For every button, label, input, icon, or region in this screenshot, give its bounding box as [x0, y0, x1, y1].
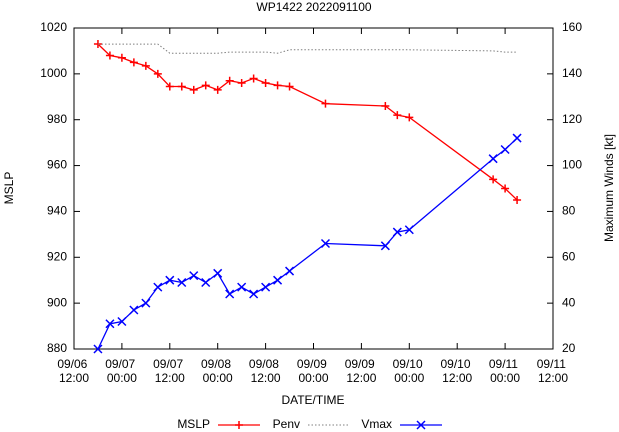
point-marker — [380, 241, 390, 251]
y-tick-label: 1000 — [40, 66, 67, 80]
y2-tick-label: 40 — [562, 295, 576, 309]
x-tick-label: 09/08 12:00 — [249, 357, 282, 385]
y-axis-label: MSLP — [2, 172, 16, 205]
x-tick-label: 09/07 00:00 — [105, 357, 138, 385]
point-marker — [261, 282, 271, 292]
series-line — [98, 43, 518, 54]
point-marker — [93, 344, 103, 354]
plot-frame — [73, 27, 554, 350]
point-marker — [501, 184, 510, 193]
point-marker — [129, 305, 139, 315]
y2-tick-label: 160 — [562, 20, 582, 34]
y2-tick-label: 120 — [562, 112, 582, 126]
point-marker — [213, 85, 222, 94]
x-tick-label: 09/11 00:00 — [489, 357, 521, 385]
y2-axis-label: Maximum Winds [kt] — [602, 134, 616, 242]
legend-label: MSLP — [177, 417, 210, 431]
x-axis-label: DATE/TIME — [281, 393, 344, 407]
point-marker — [249, 74, 258, 83]
point-marker — [165, 82, 174, 91]
x-tick-label: 09/07 12:00 — [153, 357, 186, 385]
x-tick-label: 09/09 12:00 — [345, 357, 378, 385]
point-marker — [381, 101, 390, 110]
point-marker — [189, 85, 198, 94]
point-marker — [141, 61, 150, 70]
legend-entry: Penv — [273, 417, 350, 431]
point-marker — [237, 79, 246, 88]
y2-tick-label: 60 — [562, 249, 576, 263]
point-marker — [189, 271, 199, 281]
point-marker — [153, 282, 163, 292]
point-marker — [117, 316, 127, 327]
legend-marker — [416, 420, 426, 430]
point-marker — [320, 238, 331, 249]
legend-label: Penv — [273, 417, 300, 431]
x-tick-label: 09/11 12:00 — [537, 357, 569, 385]
point-marker — [177, 82, 186, 91]
point-marker — [404, 225, 414, 235]
y-tick-label: 900 — [47, 295, 67, 309]
point-marker — [513, 195, 522, 204]
legend-marker — [235, 421, 243, 429]
x-tick-label: 09/06 12:00 — [57, 357, 90, 385]
point-marker — [225, 76, 234, 85]
point-marker — [393, 111, 402, 120]
point-marker — [321, 99, 330, 108]
point-marker — [105, 319, 115, 329]
point-marker — [273, 275, 283, 285]
y-tick-label: 940 — [47, 204, 67, 218]
point-marker — [213, 268, 223, 278]
y-tick-label: 980 — [47, 112, 67, 126]
point-marker — [129, 58, 138, 67]
point-marker — [105, 51, 114, 60]
y2-tick-label: 140 — [562, 66, 582, 80]
point-marker — [153, 69, 162, 78]
series-line — [97, 137, 518, 350]
point-marker — [405, 113, 414, 122]
point-marker — [285, 266, 295, 276]
x-tick-label: 09/10 12:00 — [441, 357, 474, 385]
legend-entry: Vmax — [361, 417, 442, 431]
y-tick-label: 960 — [47, 158, 67, 172]
point-marker — [392, 227, 402, 237]
x-tick-label: 09/08 00:00 — [201, 357, 234, 385]
series-line — [97, 43, 518, 201]
y2-tick-label: 80 — [562, 204, 576, 218]
y-tick-label: 920 — [47, 249, 67, 263]
point-marker — [488, 154, 498, 164]
x-tick-label: 09/10 00:00 — [393, 357, 426, 385]
point-marker — [273, 81, 282, 90]
point-marker — [201, 81, 210, 90]
point-marker — [237, 282, 247, 292]
point-marker — [512, 133, 522, 143]
y-tick-label: 880 — [47, 341, 67, 355]
point-marker — [249, 289, 259, 299]
point-marker — [93, 40, 102, 49]
x-tick-label: 09/09 00:00 — [297, 357, 330, 385]
y-tick-label: 1020 — [40, 20, 67, 34]
point-marker — [177, 277, 187, 288]
point-marker — [225, 289, 235, 299]
point-marker — [261, 79, 270, 88]
y2-tick-label: 20 — [562, 341, 576, 355]
point-marker — [201, 277, 211, 288]
point-marker — [165, 275, 175, 285]
point-marker — [117, 53, 126, 62]
point-marker — [489, 175, 498, 184]
chart-title: WP1422 2022091100 — [256, 0, 372, 14]
point-marker — [500, 144, 510, 155]
point-marker — [141, 298, 151, 308]
point-marker — [285, 82, 294, 91]
legend-entry: MSLP — [177, 417, 260, 431]
y2-tick-label: 100 — [562, 158, 582, 172]
legend-label: Vmax — [361, 417, 392, 431]
